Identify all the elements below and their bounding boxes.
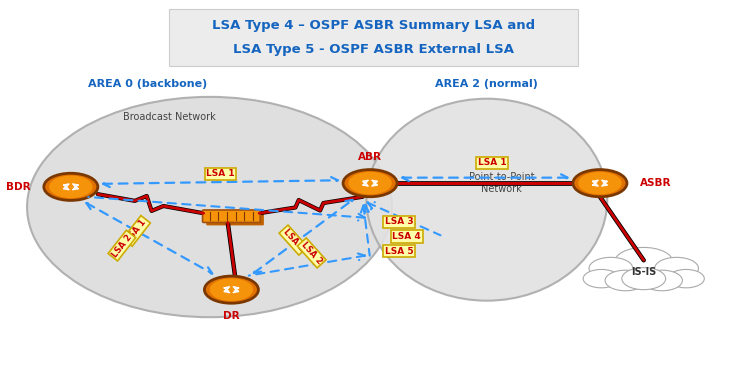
Circle shape <box>605 270 646 291</box>
Ellipse shape <box>366 99 608 301</box>
Text: LSA 2: LSA 2 <box>110 232 134 259</box>
Text: Point-to-Point
Network: Point-to-Point Network <box>468 172 534 194</box>
Circle shape <box>44 173 98 201</box>
Text: AREA 2 (normal): AREA 2 (normal) <box>435 79 538 89</box>
FancyBboxPatch shape <box>203 210 260 222</box>
Text: LSA 1: LSA 1 <box>206 169 235 178</box>
Text: LSA 2: LSA 2 <box>300 240 324 266</box>
Text: BDR: BDR <box>6 182 30 192</box>
Text: IS-IS: IS-IS <box>631 267 656 277</box>
Circle shape <box>642 270 682 291</box>
FancyBboxPatch shape <box>206 213 264 225</box>
Text: LSA 1: LSA 1 <box>281 227 306 253</box>
Text: LSA Type 5 - OSPF ASBR External LSA: LSA Type 5 - OSPF ASBR External LSA <box>233 43 514 56</box>
Circle shape <box>573 169 627 197</box>
Text: Broadcast Network: Broadcast Network <box>123 112 216 122</box>
Circle shape <box>349 172 391 194</box>
Text: LSA 1: LSA 1 <box>125 218 148 244</box>
Circle shape <box>343 169 397 197</box>
Text: LSA 1: LSA 1 <box>478 158 507 168</box>
Circle shape <box>583 269 619 288</box>
Circle shape <box>579 172 621 194</box>
Text: AREA 0 (backbone): AREA 0 (backbone) <box>88 79 207 89</box>
Text: LSA Type 4 – OSPF ASBR Summary LSA and: LSA Type 4 – OSPF ASBR Summary LSA and <box>212 19 535 32</box>
Text: DR: DR <box>223 310 240 320</box>
Ellipse shape <box>27 97 392 317</box>
FancyBboxPatch shape <box>169 9 578 65</box>
Circle shape <box>210 279 252 300</box>
Circle shape <box>204 276 258 303</box>
Text: ABR: ABR <box>358 152 382 162</box>
Circle shape <box>589 258 633 279</box>
Circle shape <box>614 248 673 277</box>
Circle shape <box>667 269 704 288</box>
Text: LSA 3: LSA 3 <box>385 217 414 226</box>
Text: LSA 4: LSA 4 <box>392 232 421 241</box>
Text: ASBR: ASBR <box>640 178 672 188</box>
Circle shape <box>655 258 699 279</box>
Text: LSA 5: LSA 5 <box>385 246 414 256</box>
Circle shape <box>622 268 666 290</box>
Circle shape <box>50 176 92 198</box>
